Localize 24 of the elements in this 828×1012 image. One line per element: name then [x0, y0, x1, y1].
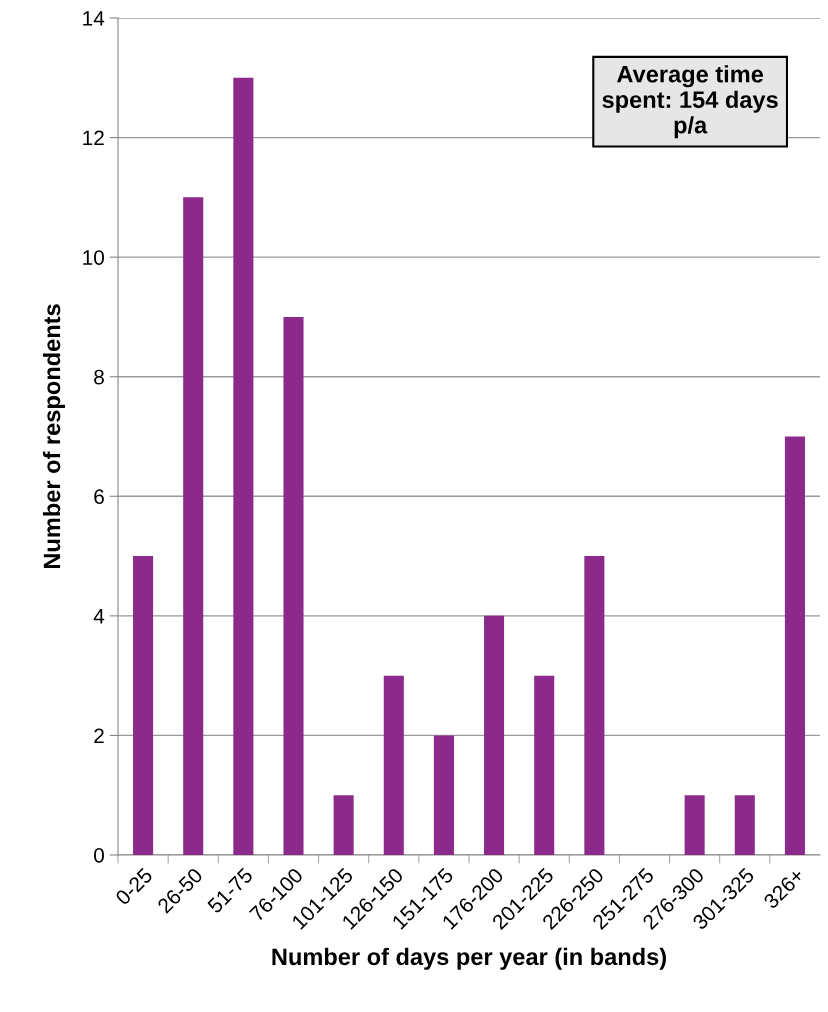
bar [133, 556, 154, 855]
y-tick-label: 12 [83, 130, 104, 146]
bar [283, 316, 304, 855]
annotation: Average time spent: 154 days p/a [602, 65, 778, 139]
y-tick-label: 2 [94, 728, 104, 743]
y-axis-title: Number of respondents [42, 304, 65, 569]
y-tick-label: 6 [94, 489, 104, 505]
y-tick-label: 8 [94, 369, 104, 385]
bar [734, 795, 755, 855]
y-tick-label: 10 [83, 250, 104, 265]
y-tick-label: 4 [93, 609, 105, 624]
bar [584, 556, 605, 855]
y-tick-label: 14 [83, 11, 105, 26]
bar [484, 615, 505, 855]
bar [233, 77, 254, 855]
bar [333, 795, 354, 855]
bar [684, 795, 705, 855]
bar [784, 436, 805, 855]
x-axis-title: Number of days per year (in bands) [272, 947, 666, 970]
y-tick-label: 0 [94, 848, 104, 863]
bar [183, 197, 204, 855]
bar [383, 675, 404, 855]
bar [433, 735, 454, 855]
bar [534, 675, 555, 855]
